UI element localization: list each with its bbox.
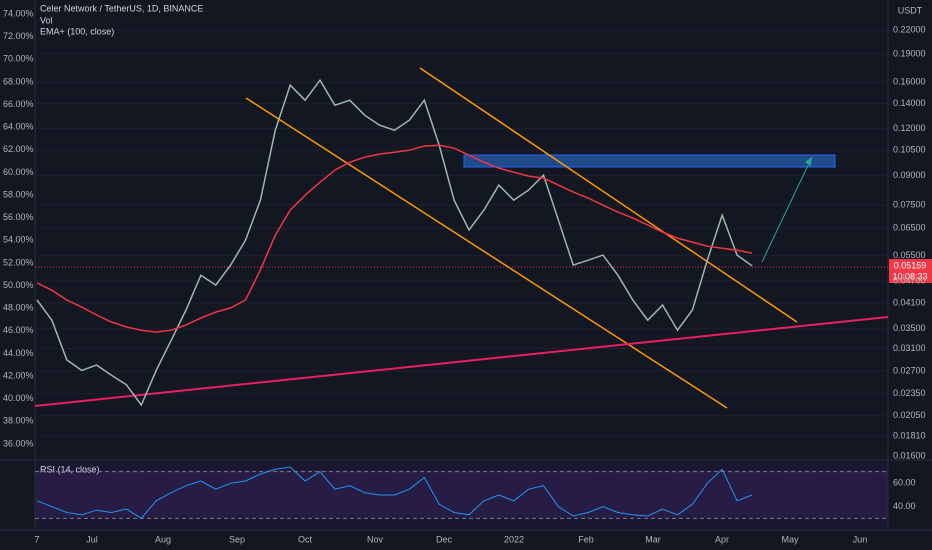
currency: USDT — [898, 5, 923, 15]
rsi-band — [35, 470, 888, 518]
left-tick-label: 68.00% — [3, 76, 34, 86]
left-tick-label: 44.00% — [3, 348, 34, 358]
legend-ema: EMA+ (100, close) — [40, 26, 114, 36]
right-tick-label: 0.03100 — [893, 343, 926, 353]
left-tick-label: 74.00% — [3, 8, 34, 18]
x-tick-label: Aug — [155, 534, 171, 544]
countdown: 10:08:33 — [892, 271, 927, 281]
x-tick-label: May — [781, 534, 799, 544]
right-tick-label: 0.01600 — [893, 450, 926, 460]
right-tick-label: 0.02350 — [893, 388, 926, 398]
left-tick-label: 66.00% — [3, 99, 34, 109]
rsi-tick-label: 40.00 — [893, 501, 916, 511]
x-tick-label: Jul — [86, 534, 98, 544]
x-tick-label: 7 — [34, 534, 39, 544]
right-tick-label: 0.02700 — [893, 365, 926, 375]
right-tick-label: 0.03500 — [893, 323, 926, 333]
x-tick-label: 2022 — [504, 534, 524, 544]
right-tick-label: 0.22000 — [893, 25, 926, 35]
series-line — [36, 466, 753, 519]
left-tick-label: 56.00% — [3, 212, 34, 222]
x-tick-label: Jun — [853, 534, 868, 544]
right-tick-label: 0.07500 — [893, 199, 926, 209]
series-line — [36, 144, 753, 333]
left-tick-label: 46.00% — [3, 325, 34, 335]
x-tick-label: Mar — [645, 534, 661, 544]
right-tick-label: 0.01810 — [893, 430, 926, 440]
left-tick-label: 72.00% — [3, 31, 34, 41]
left-tick-label: 42.00% — [3, 370, 34, 380]
left-tick-label: 54.00% — [3, 235, 34, 245]
x-tick-label: Apr — [715, 534, 729, 544]
legend-vol: Vol — [40, 15, 53, 25]
chart-title: Celer Network / TetherUS, 1D, BINANCE — [40, 3, 203, 13]
rsi-label: RSI (14, close) — [40, 464, 100, 474]
x-tick-label: Oct — [298, 534, 313, 544]
right-tick-label: 0.10500 — [893, 145, 926, 155]
left-tick-label: 38.00% — [3, 416, 34, 426]
left-tick-label: 50.00% — [3, 280, 34, 290]
x-tick-label: Dec — [436, 534, 453, 544]
resistance-zone — [463, 154, 836, 168]
channel-lower — [245, 97, 728, 409]
left-tick-label: 70.00% — [3, 54, 34, 64]
left-tick-label: 58.00% — [3, 189, 34, 199]
arrow-head — [805, 157, 812, 166]
right-tick-label: 0.14000 — [893, 98, 926, 108]
left-tick-label: 40.00% — [3, 393, 34, 403]
right-tick-label: 0.12000 — [893, 123, 926, 133]
right-tick-label: 0.06500 — [893, 223, 926, 233]
right-tick-label: 0.04100 — [893, 297, 926, 307]
left-tick-label: 62.00% — [3, 144, 34, 154]
left-tick-label: 36.00% — [3, 438, 34, 448]
price-tag — [889, 259, 932, 283]
right-tick-label: 0.02050 — [893, 410, 926, 420]
channel-upper — [419, 67, 798, 323]
x-tick-label: Sep — [229, 534, 245, 544]
right-tick-label: 0.09000 — [893, 170, 926, 180]
rsi-tick-label: 60.00 — [893, 478, 916, 488]
left-tick-label: 60.00% — [3, 167, 34, 177]
last-price: 0.05159 — [894, 260, 927, 270]
right-tick-label: 0.04700 — [893, 275, 926, 285]
marks — [36, 78, 753, 519]
right-tick-label: 0.05500 — [893, 250, 926, 260]
right-tick-label: 0.19000 — [893, 48, 926, 58]
right-tick-label: 0.16000 — [893, 76, 926, 86]
grid — [35, 29, 888, 457]
x-tick-label: Nov — [367, 534, 384, 544]
projection-arrow — [761, 156, 813, 263]
left-tick-label: 48.00% — [3, 303, 34, 313]
x-tick-label: Feb — [578, 534, 594, 544]
left-tick-label: 64.00% — [3, 122, 34, 132]
support-line — [34, 316, 889, 407]
left-tick-label: 52.00% — [3, 257, 34, 267]
series-line — [36, 78, 753, 407]
